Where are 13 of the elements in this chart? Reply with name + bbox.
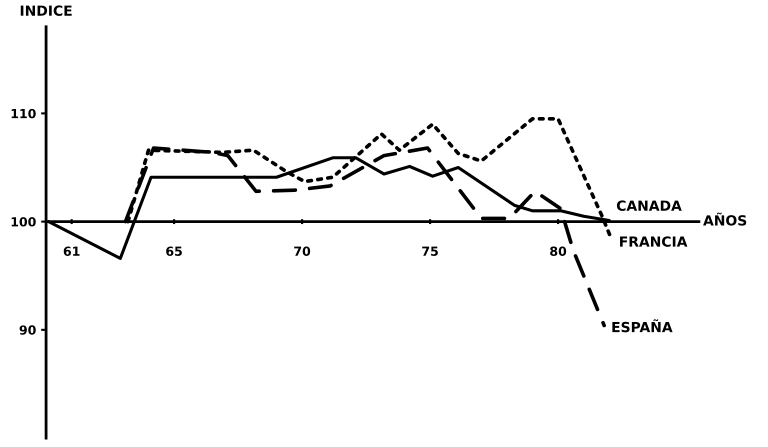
series-label: CANADA bbox=[616, 200, 682, 211]
x-tick-label: 80 bbox=[550, 246, 566, 256]
x-tick-label: 65 bbox=[166, 246, 182, 256]
x-tick-label: 61 bbox=[64, 246, 80, 256]
series-label: FRANCIA bbox=[620, 236, 688, 247]
x-tick-label: 70 bbox=[294, 246, 310, 256]
series-label: ESPAÑA bbox=[612, 319, 673, 332]
y-tick-label: 110 bbox=[12, 108, 36, 118]
y-axis-title: INDICE bbox=[20, 5, 72, 16]
x-tick-label: 75 bbox=[422, 246, 438, 256]
y-tick-label: 90 bbox=[20, 325, 36, 335]
y-tick-label: 100 bbox=[12, 217, 36, 227]
x-axis-title: AÑOS bbox=[703, 212, 746, 226]
